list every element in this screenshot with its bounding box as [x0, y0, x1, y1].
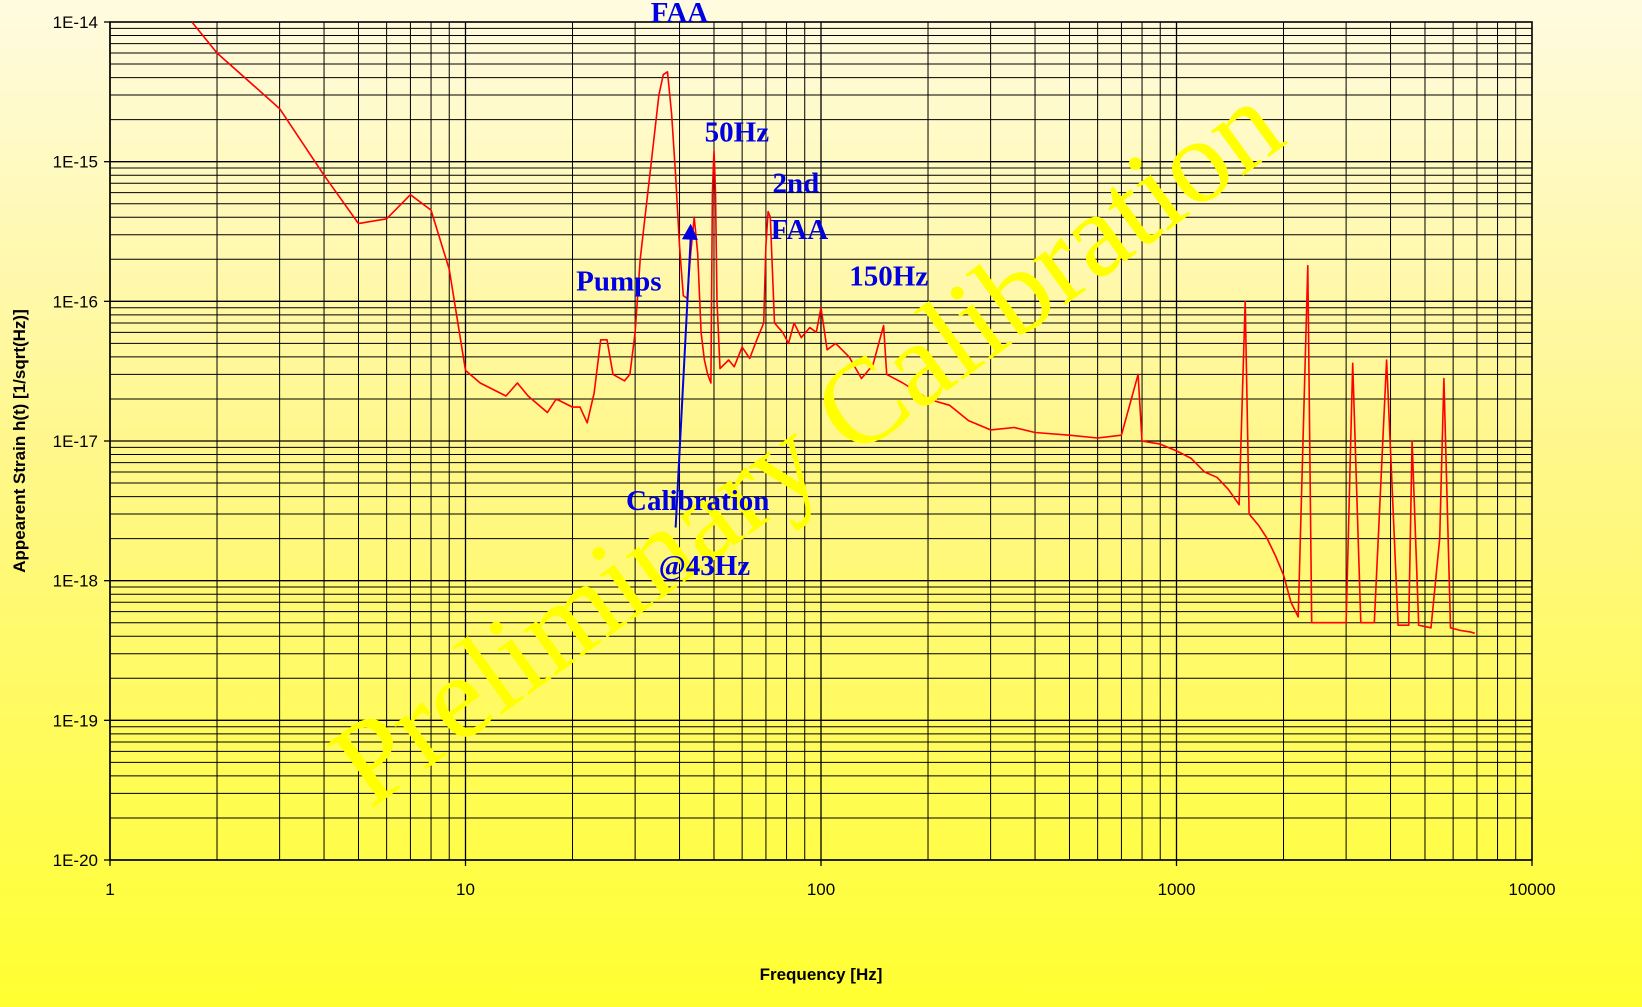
calibration-arrow-head — [681, 223, 698, 241]
y-tick-label: 1E-14 — [53, 13, 98, 32]
spectrum-series-line — [191, 21, 1475, 635]
annotation-label: FAA — [771, 214, 829, 246]
y-tick-label: 1E-19 — [53, 711, 98, 730]
y-tick-label: 1E-18 — [53, 572, 98, 591]
annotation-label: FAA — [651, 0, 709, 29]
y-axis-title: Appearent Strain h(t) [1/sqrt(Hz)] — [10, 309, 29, 573]
y-tick-label: 1E-15 — [53, 153, 98, 172]
plot-frame — [109, 21, 1533, 861]
y-tick-label: 1E-20 — [53, 851, 98, 870]
annotation-label: Calibration — [626, 485, 769, 517]
x-tick-label: 10000 — [1508, 880, 1555, 899]
x-axis-title: Frequency [Hz] — [760, 965, 883, 984]
x-tick-label: 1000 — [1158, 880, 1196, 899]
y-tick-label: 1E-17 — [53, 432, 98, 451]
x-tick-label: 100 — [807, 880, 835, 899]
calibration-arrow-line — [674, 237, 692, 528]
annotation-label: 2nd — [773, 168, 820, 200]
annotation-label: @43Hz — [659, 550, 751, 582]
tick-labels: 1 10 100 1000 10000 1E-14 1E-15 1E-16 1E-17 1E-18… — [53, 13, 1556, 899]
x-tick-label: 10 — [456, 880, 475, 899]
annotation-label: 50Hz — [705, 116, 770, 148]
series-group — [191, 21, 1475, 635]
annotation-label: 150Hz — [849, 260, 928, 292]
y-tick-label: 1E-16 — [53, 292, 98, 311]
annotation-label: Pumps — [576, 265, 661, 297]
x-tick-label: 1 — [105, 880, 114, 899]
